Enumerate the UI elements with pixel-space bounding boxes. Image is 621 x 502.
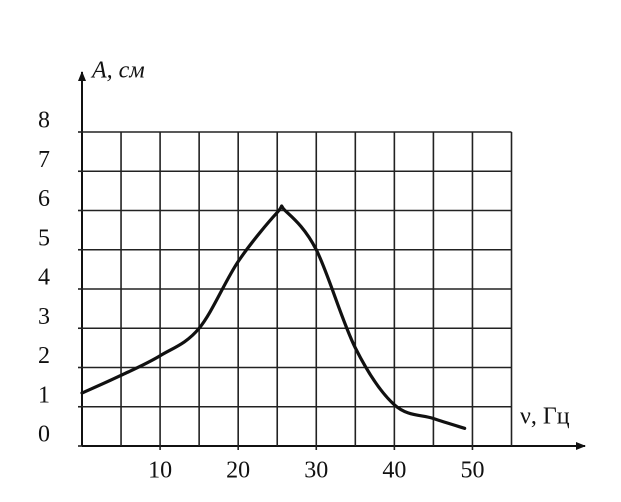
y-tick-label: 4 [38,265,50,291]
x-axis-label: ν, Гц [520,404,570,430]
x-tick-label: 30 [304,458,328,484]
y-tick-label: 5 [38,225,50,251]
y-tick-label: 8 [38,108,50,134]
y-tick-label: 3 [38,304,50,330]
y-tick-label: 0 [38,422,50,448]
x-tick-label: 40 [382,458,406,484]
y-tick-label: 6 [38,186,50,212]
x-tick-label: 50 [460,458,484,484]
y-axis-label: A, см [90,58,145,84]
x-tick-label: 20 [226,458,250,484]
y-tick-label: 2 [38,343,50,369]
y-tick-label: 1 [38,382,50,408]
curve [80,204,467,430]
x-tick-label: 10 [148,458,172,484]
y-tick-label: 7 [38,147,50,173]
